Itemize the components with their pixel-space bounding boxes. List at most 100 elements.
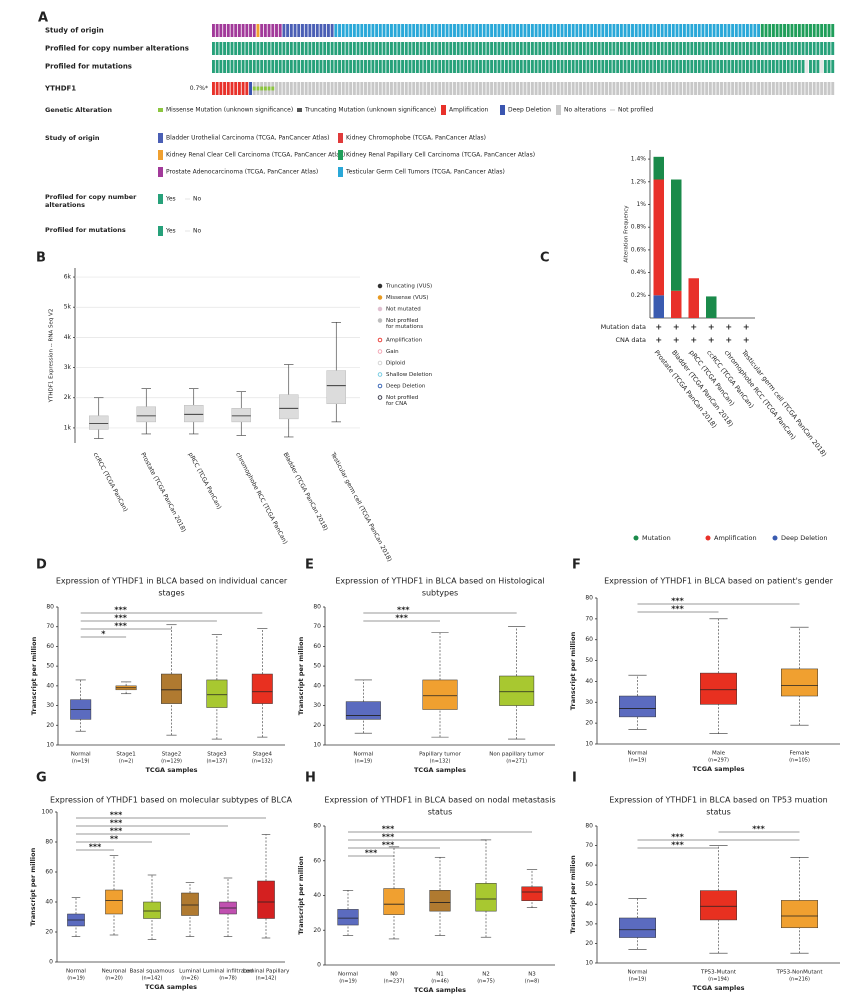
sample-cell [241, 82, 245, 95]
sample-cell [516, 24, 519, 37]
sample-cell [823, 24, 827, 37]
sample-cell [504, 82, 508, 95]
sample-cell [390, 24, 393, 37]
sample-cell [241, 24, 245, 37]
x-tick-label: N1 [436, 972, 444, 978]
legend-marker [377, 306, 383, 312]
sample-cell [771, 82, 775, 95]
chart-title: Expression of YTHDF1 in BLCA based on TP… [609, 796, 828, 805]
sample-cell [412, 24, 416, 37]
sample-cell [345, 82, 349, 95]
sample-cell [794, 24, 798, 37]
sample-cell [441, 24, 445, 37]
legend-label: No [193, 228, 201, 235]
sample-cell [534, 42, 538, 55]
sample-cell [783, 60, 786, 73]
sample-cell [445, 60, 449, 73]
sample-cell [415, 82, 419, 95]
sample-cell [237, 42, 241, 55]
sample-cell [301, 60, 304, 73]
sample-cell [330, 82, 334, 95]
sample-cell [697, 60, 701, 73]
legend-label: Testicular Germ Cell Tumors (TCGA, PanCa… [345, 169, 505, 176]
sample-cell [430, 82, 434, 95]
sample-cell [382, 60, 386, 73]
sample-cell [397, 82, 401, 95]
sample-cell [230, 82, 234, 95]
x-tick-label: N3 [528, 972, 536, 978]
sample-cell [301, 82, 304, 95]
sample-cell [723, 60, 727, 73]
sample-cell [297, 60, 301, 73]
y-tick-label: 60 [585, 636, 593, 643]
sample-cell [341, 82, 345, 95]
sample-cell [371, 82, 375, 95]
sample-cell [382, 24, 386, 37]
sample-cell [534, 24, 538, 37]
x-tick-label: TP53-Mutant [700, 970, 737, 976]
sample-cell [697, 42, 701, 55]
sample-cell [308, 24, 312, 37]
sample-cell [608, 82, 612, 95]
sample-cell [467, 82, 471, 95]
sample-cell [427, 24, 430, 37]
sample-cell [731, 60, 735, 73]
sample-cell [579, 60, 583, 73]
sample-cell [727, 42, 731, 55]
sample-cell [456, 82, 460, 95]
significance-label: ** [110, 835, 119, 844]
sample-cell [438, 24, 442, 37]
sample-cell [601, 60, 605, 73]
sample-cell [653, 24, 657, 37]
y-tick-label: 10 [313, 742, 321, 749]
sample-cell [464, 42, 468, 55]
box [422, 679, 458, 710]
sample-cell [404, 24, 408, 37]
significance-label: *** [752, 825, 765, 834]
sample-cell [679, 42, 683, 55]
legend-marker [377, 295, 383, 300]
sample-cell [275, 60, 278, 73]
sample-cell [712, 82, 716, 95]
sample-cell [293, 42, 297, 55]
sample-cell [278, 82, 282, 95]
sample-cell [512, 42, 516, 55]
y-tick-label: 40 [313, 682, 321, 689]
sample-cell [467, 24, 471, 37]
sample-cell [582, 24, 586, 37]
legend-label: Deep Deletion [386, 384, 426, 390]
sample-cell [827, 60, 831, 73]
alteration-cell [252, 86, 256, 91]
sample-cell [682, 24, 686, 37]
sample-cell [757, 60, 761, 73]
sample-cell [282, 24, 286, 37]
sample-cell [716, 42, 720, 55]
sample-cell [786, 82, 790, 95]
sample-cell [671, 60, 675, 73]
sample-cell [215, 24, 219, 37]
legend-title: Genetic Alteration [45, 106, 112, 114]
sample-cell [401, 24, 405, 37]
sample-cell [827, 42, 831, 55]
sample-cell [215, 60, 219, 73]
sample-cell [234, 82, 238, 95]
sample-cell [631, 24, 634, 37]
sample-cell [549, 42, 553, 55]
alteration-cell [267, 86, 271, 91]
sample-cell [708, 24, 712, 37]
x-axis-label: TCGA samples [692, 765, 744, 773]
sample-cell [308, 82, 312, 95]
sample-cell [304, 82, 308, 95]
sample-cell [275, 82, 278, 95]
sample-cell [605, 24, 608, 37]
sample-cell [226, 82, 230, 95]
sample-cell [289, 24, 293, 37]
sample-cell [334, 42, 338, 55]
sample-cell [223, 42, 227, 55]
sample-cell [805, 82, 809, 95]
y-axis-label: Transcript per million [569, 855, 577, 934]
sample-cell [375, 60, 379, 73]
x-tick-count: (n=142) [142, 976, 163, 982]
significance-label: *** [365, 849, 378, 858]
sample-cell [434, 82, 438, 95]
